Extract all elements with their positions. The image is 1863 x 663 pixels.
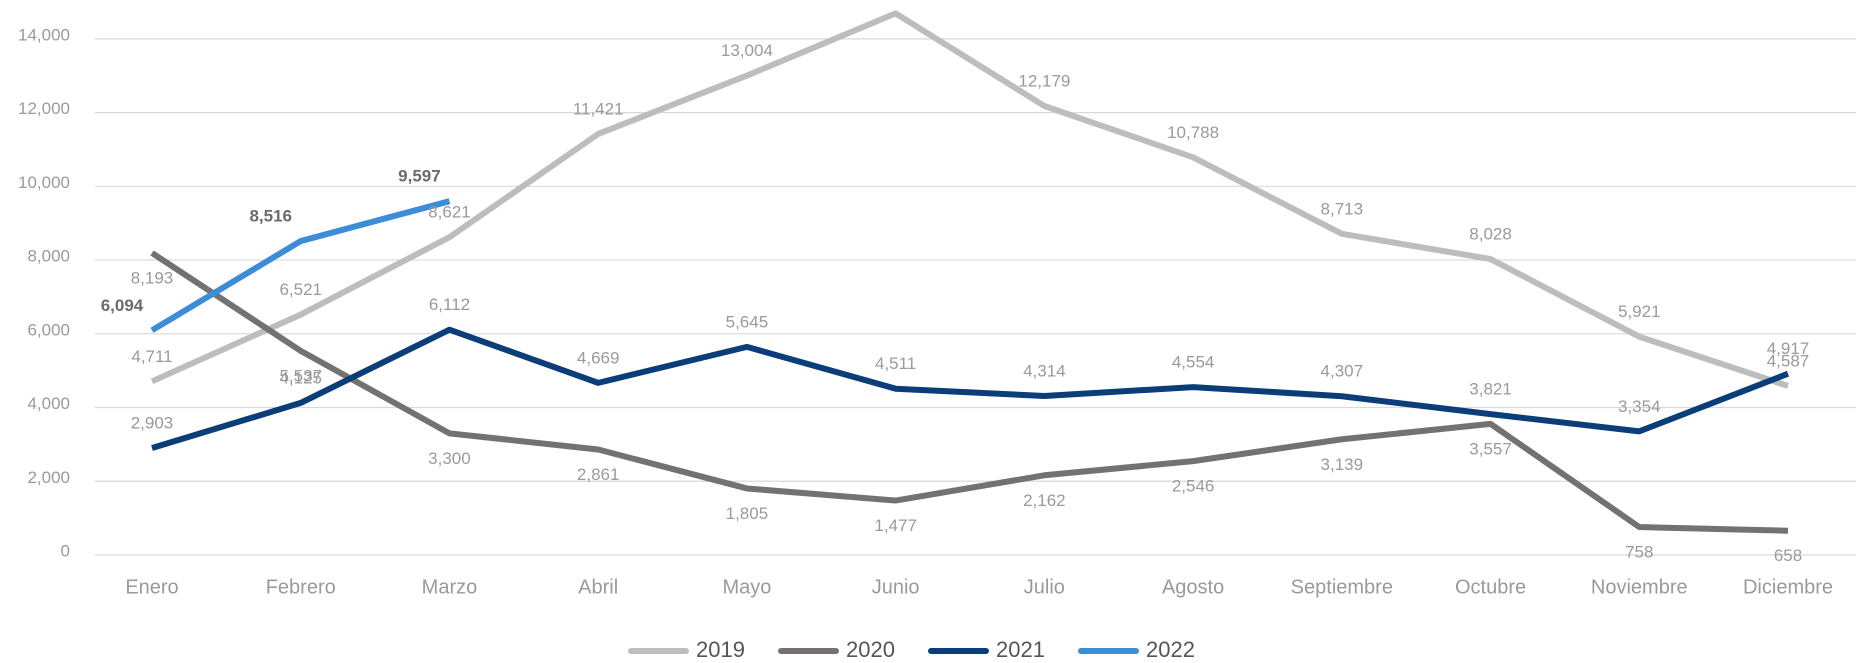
legend-label: 2021	[996, 637, 1045, 662]
x-tick-label: Julio	[1024, 576, 1065, 598]
legend-label: 2019	[696, 637, 745, 662]
x-tick-label: Marzo	[422, 576, 478, 598]
x-tick-label: Agosto	[1162, 576, 1224, 598]
legend-item: 2022	[1078, 637, 1195, 662]
data-label: 2,861	[577, 465, 620, 484]
data-label: 6,112	[429, 295, 470, 314]
data-label: 3,300	[428, 449, 471, 468]
data-label: 758	[1625, 543, 1653, 562]
data-label: 4,587	[1767, 351, 1810, 370]
x-tick-label: Junio	[872, 576, 920, 598]
data-label: 6,521	[279, 280, 322, 299]
series-line	[150, 250, 1789, 534]
data-label: 13,004	[721, 41, 773, 60]
series-line	[150, 198, 451, 333]
y-tick-label: 0	[61, 541, 70, 560]
data-label: 8,028	[1469, 225, 1512, 244]
data-label: 2,162	[1023, 491, 1066, 510]
data-label: 5,921	[1618, 302, 1661, 321]
legend-item: 2020	[778, 637, 895, 662]
data-label: 4,314	[1023, 361, 1066, 380]
data-label: 11,421	[573, 99, 624, 118]
x-tick-label: Diciembre	[1743, 576, 1833, 598]
data-label: 3,557	[1469, 439, 1512, 458]
y-tick-label: 4,000	[27, 394, 70, 413]
data-label: 4,554	[1172, 353, 1215, 372]
x-tick-label: Enero	[125, 576, 178, 598]
data-label: 12,179	[1018, 71, 1070, 90]
data-label: 4,125	[279, 368, 322, 387]
y-tick-label: 14,000	[18, 25, 70, 44]
data-label: 8,193	[131, 268, 174, 287]
x-tick-label: Abril	[578, 576, 618, 598]
x-tick-label: Mayo	[722, 576, 771, 598]
series-line	[150, 10, 1789, 389]
legend-item: 2019	[628, 637, 745, 662]
legend-label: 2020	[846, 637, 895, 662]
data-label: 8,621	[428, 203, 471, 222]
data-label: 2,903	[131, 413, 174, 432]
data-label: 8,713	[1321, 199, 1364, 218]
data-label: 4,917	[1767, 339, 1810, 358]
data-label: 4,307	[1321, 362, 1364, 381]
data-label: 4,669	[577, 348, 620, 367]
data-label: 3,821	[1469, 380, 1512, 399]
legend-label: 2022	[1146, 637, 1195, 662]
data-label: 6,094	[101, 296, 144, 315]
data-label: 4,711	[131, 347, 172, 366]
series-line	[151, 326, 1790, 451]
y-tick-label: 12,000	[18, 99, 70, 118]
y-tick-label: 2,000	[27, 468, 70, 487]
data-label: 1,805	[726, 504, 769, 523]
data-label: 3,354	[1618, 397, 1661, 416]
x-tick-label: Noviembre	[1591, 576, 1688, 598]
data-label: 3,139	[1321, 455, 1364, 474]
x-tick-label: Septiembre	[1291, 576, 1393, 598]
data-label: 1,477	[874, 516, 917, 535]
y-tick-label: 8,000	[27, 247, 70, 266]
x-tick-label: Octubre	[1455, 576, 1526, 598]
data-label: 9,597	[398, 167, 441, 186]
y-tick-label: 6,000	[27, 320, 70, 339]
legend-item: 2021	[928, 637, 1045, 662]
data-label: 658	[1774, 546, 1802, 565]
y-tick-label: 10,000	[18, 173, 70, 192]
data-label: 4,511	[875, 354, 916, 373]
data-label: 5,537	[279, 366, 322, 385]
x-tick-label: Febrero	[266, 576, 336, 598]
data-label: 2,546	[1172, 477, 1215, 496]
data-label: 10,788	[1167, 123, 1219, 142]
data-label: 8,516	[249, 207, 292, 226]
data-label: 5,645	[726, 312, 769, 331]
